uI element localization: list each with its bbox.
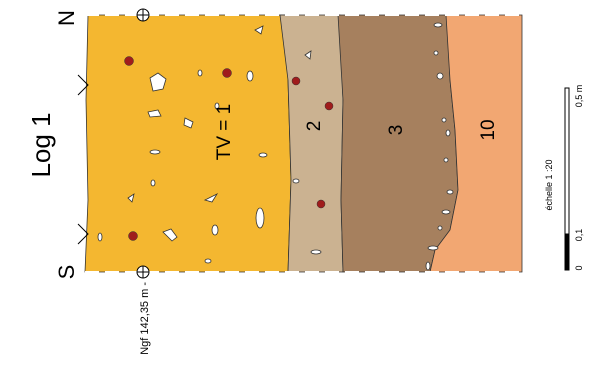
layer-label: TV = 1	[214, 104, 235, 161]
layer-label: 10	[478, 119, 499, 140]
layer-label: 3	[386, 125, 407, 136]
layer-tv	[85, 15, 291, 272]
scale-tick: 0	[574, 265, 584, 270]
scale-title: échelle 1 :20	[544, 159, 554, 210]
elevation-label: Ngf 142,35 m -	[139, 282, 151, 355]
stratigraphic-log: Log 1 N S TV = 1 2 3 10 Ngf 142,35 m - é…	[0, 0, 589, 385]
log-title: Log 1	[26, 112, 56, 177]
north-label: N	[54, 10, 79, 26]
scale-tick: 0,5 m	[574, 85, 584, 108]
layer-3	[338, 15, 458, 272]
scale-bar	[565, 88, 569, 270]
layer-label: 2	[304, 121, 325, 132]
scale-tick: 0,1	[574, 229, 584, 242]
south-label: S	[54, 265, 79, 280]
